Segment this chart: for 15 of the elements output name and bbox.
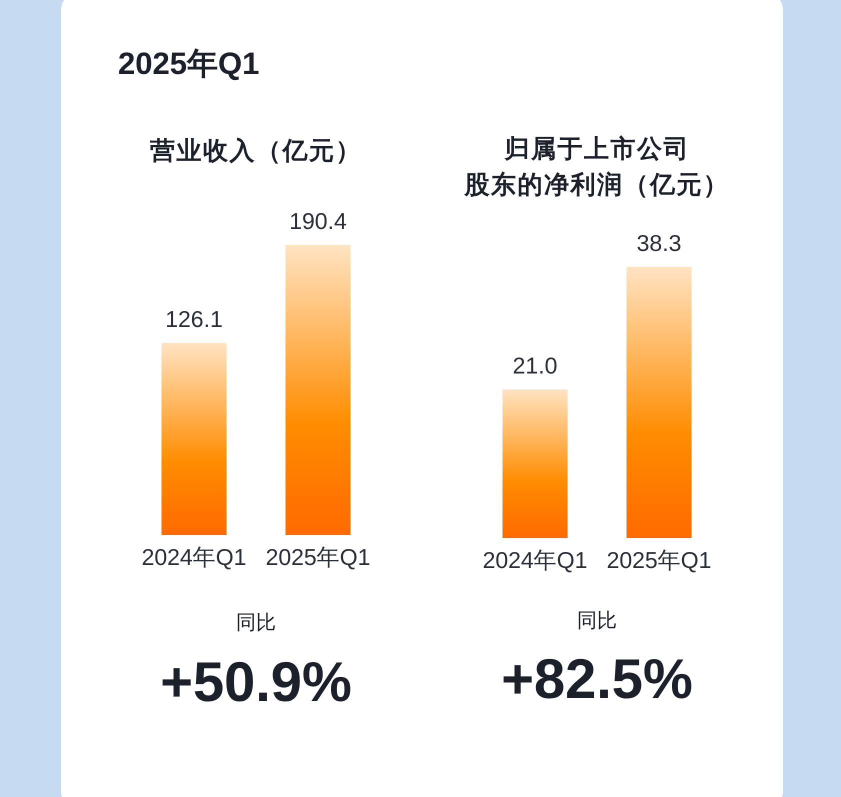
text: 2025年Q1 bbox=[118, 46, 260, 81]
x-tick-label: 2024年Q1 bbox=[482, 547, 588, 573]
x-tick-label: 2025年Q1 bbox=[606, 547, 712, 573]
data-label: 190.4 bbox=[289, 208, 347, 234]
text: 同比 bbox=[577, 610, 617, 632]
data-label: 21.0 bbox=[512, 352, 558, 378]
x-tick-label: 2024年Q1 bbox=[142, 544, 246, 570]
x-tick-label: 2025年Q1 bbox=[266, 544, 370, 570]
chart-title: 营业收入（亿元） bbox=[149, 137, 362, 165]
data-label: 126.1 bbox=[165, 306, 223, 332]
text: 同比 bbox=[236, 612, 276, 634]
text: +50.9% bbox=[160, 650, 352, 713]
chart-title: 归属于上市公司股东的净利润（亿元） bbox=[464, 135, 730, 199]
text: +82.5% bbox=[501, 647, 693, 710]
data-label: 38.3 bbox=[636, 230, 682, 256]
